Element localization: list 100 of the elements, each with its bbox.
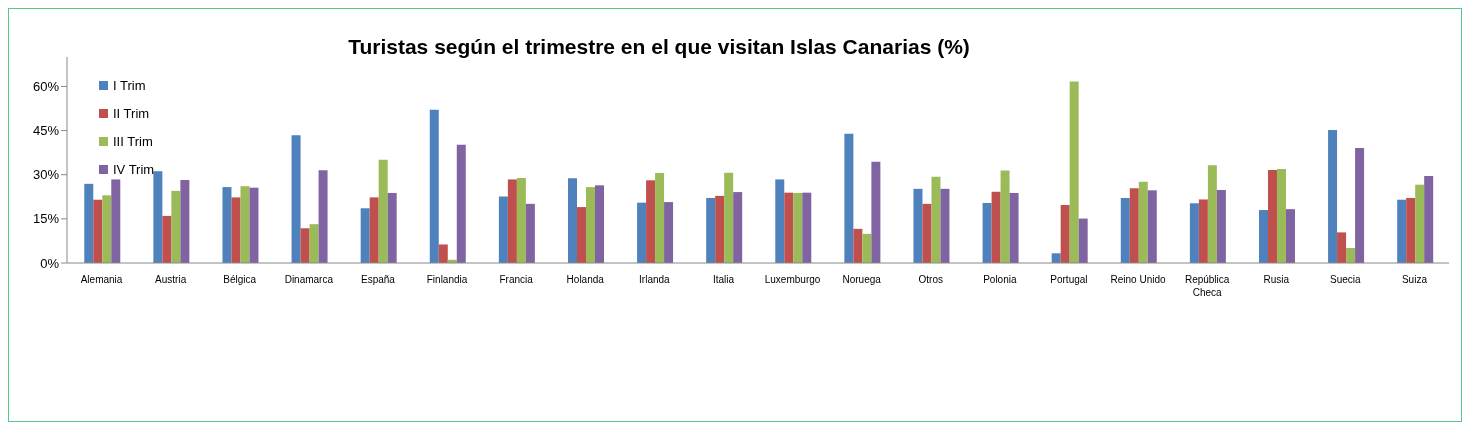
x-tick-label: España (360, 274, 396, 285)
bar (1000, 170, 1010, 263)
bar (1060, 205, 1070, 263)
y-tick-label: 45% (32, 123, 60, 139)
bar (982, 202, 992, 263)
bar (525, 203, 535, 263)
bar (1198, 199, 1208, 263)
bar (1267, 170, 1277, 263)
bar (1120, 197, 1130, 263)
x-tick-label: Finlandia (426, 274, 468, 285)
bar (162, 215, 172, 263)
legend-label: II Trim (113, 105, 150, 121)
x-tick-label: Otros (918, 274, 943, 285)
y-tick-label: 30% (32, 167, 60, 183)
bar (291, 135, 301, 263)
bar (715, 195, 725, 263)
x-tick-label: Austria (155, 274, 187, 285)
bar (1355, 147, 1365, 263)
bar (1415, 184, 1425, 263)
bar (93, 199, 103, 263)
bar (853, 228, 863, 263)
y-tick-label: 0% (40, 255, 60, 271)
bar (793, 192, 803, 263)
bar (318, 170, 328, 263)
bar (516, 177, 526, 263)
x-tick-label: Luxemburgo (764, 274, 821, 285)
bar (102, 195, 112, 263)
x-tick-label: Polonia (983, 274, 1017, 285)
legend-label: III Trim (113, 133, 153, 149)
bar (300, 228, 310, 263)
bar (940, 188, 950, 263)
bar (180, 180, 190, 263)
bar (567, 178, 577, 263)
bar (1051, 253, 1061, 263)
bar (862, 233, 872, 263)
bar (655, 172, 665, 263)
bar (1216, 190, 1226, 263)
bar (1138, 181, 1148, 263)
bar (456, 144, 466, 263)
legend-label: IV Trim (113, 161, 155, 177)
x-tick-label: Bélgica (223, 274, 257, 285)
bar (844, 133, 854, 263)
bar (802, 192, 812, 263)
x-tick-label: Holanda (566, 274, 605, 285)
bar (360, 208, 370, 263)
bar (871, 161, 881, 263)
x-tick-label: Rusia (1263, 274, 1290, 285)
bar (1406, 197, 1416, 263)
bar (931, 176, 941, 263)
bar (1189, 203, 1199, 263)
bar (706, 197, 716, 263)
bar (111, 179, 121, 263)
bar (249, 187, 259, 263)
y-tick-label: 60% (32, 79, 60, 95)
bar (498, 196, 508, 263)
x-tick-label: Suecia (1330, 274, 1362, 285)
bar (171, 190, 181, 263)
bar (1397, 199, 1407, 263)
bar (991, 191, 1001, 263)
bar (1258, 210, 1268, 263)
legend-label: I Trim (113, 77, 146, 93)
bar (1069, 81, 1079, 263)
bar (1346, 247, 1356, 263)
bar (576, 207, 586, 263)
bar (585, 187, 595, 263)
bar (1285, 209, 1295, 263)
bar (784, 192, 794, 263)
x-tick-label: Dinamarca (284, 274, 334, 285)
bar (231, 197, 241, 263)
x-tick-label: República Checa (1184, 274, 1230, 298)
bar (775, 179, 785, 263)
bar (387, 192, 397, 263)
x-tick-label: Francia (499, 274, 534, 285)
bar (594, 185, 604, 263)
bar (664, 202, 674, 263)
bar (507, 179, 517, 263)
bar (1424, 175, 1434, 263)
bar (153, 171, 163, 263)
bar (733, 192, 743, 263)
bar (913, 188, 923, 263)
y-tick-label: 15% (32, 211, 60, 227)
bar (1078, 218, 1088, 263)
bar (309, 224, 319, 263)
bar (429, 109, 439, 263)
bar (1129, 188, 1139, 263)
x-tick-label: Alemania (80, 274, 123, 285)
x-tick-label: Portugal (1050, 274, 1088, 285)
x-tick-label: Irlanda (639, 274, 671, 285)
bar (378, 159, 388, 263)
bar (724, 172, 734, 263)
x-tick-label: Reino Unido (1110, 274, 1166, 285)
x-tick-label: Suiza (1401, 274, 1428, 285)
bar (1207, 165, 1217, 263)
bar (84, 183, 94, 263)
bar (1328, 129, 1338, 263)
bar (922, 203, 932, 263)
bar (1337, 232, 1347, 263)
bar (369, 197, 379, 263)
chart-title: Turistas según el trimestre en el que visitan Islas Canarias (%) (347, 35, 971, 59)
x-tick-label: Noruega (842, 274, 882, 285)
